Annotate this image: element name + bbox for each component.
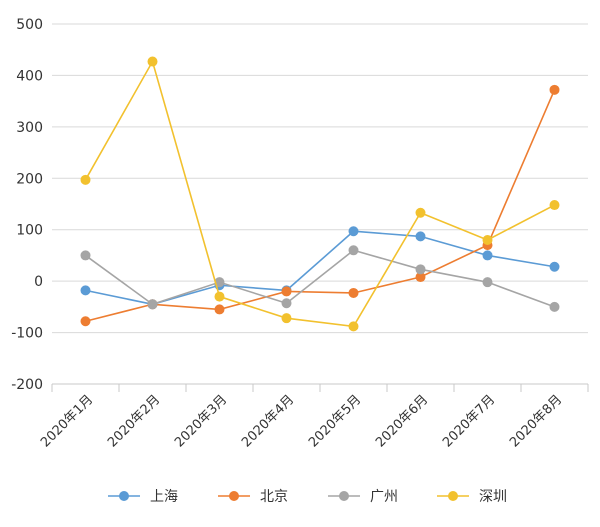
data-point — [482, 235, 493, 245]
data-point — [281, 313, 292, 324]
data-point — [214, 291, 225, 302]
gridlines — [52, 23, 588, 385]
data-point — [348, 245, 359, 256]
data-point — [80, 250, 91, 261]
y-tick-label: 0 — [34, 274, 43, 290]
data-point — [348, 321, 359, 332]
x-tick-label: 2020年2月 — [105, 392, 163, 450]
legend-marker — [119, 491, 129, 501]
y-tick-label: 200 — [16, 171, 43, 187]
legend-marker — [448, 491, 458, 501]
series-line — [85, 249, 555, 308]
data-point — [80, 316, 91, 327]
x-tick-label: 2020年5月 — [306, 392, 364, 450]
data-point — [549, 261, 560, 272]
series-line — [85, 89, 556, 323]
data-point — [348, 287, 359, 298]
data-point — [415, 264, 426, 275]
x-tick-label: 2020年6月 — [373, 392, 431, 450]
legend-marker — [339, 491, 349, 501]
data-point — [80, 174, 91, 185]
legend-label: 北京 — [260, 489, 288, 505]
legend-item: 广州 — [328, 489, 398, 505]
x-axis: 2020年1月 2020年2月 2020年3月 2020年4月 2020年5月 2020年… — [38, 384, 589, 450]
legend-item: 深圳 — [437, 489, 507, 505]
y-tick-label: -200 — [11, 377, 43, 393]
x-tick-label: 2020年8月 — [507, 392, 565, 450]
data-point — [214, 277, 225, 288]
legend: 上海 北京 广州 深圳 — [108, 489, 507, 505]
x-tick-label: 2020年1月 — [38, 392, 96, 450]
legend-item: 上海 — [108, 489, 178, 505]
data-point — [415, 207, 426, 218]
y-tick-label: 400 — [16, 68, 43, 84]
legend-label: 上海 — [150, 489, 178, 505]
y-tick-label: -100 — [11, 326, 43, 342]
data-point — [214, 304, 225, 315]
series-line — [84, 59, 555, 328]
data-point — [415, 231, 426, 242]
legend-label: 深圳 — [479, 489, 507, 505]
y-tick-label: 300 — [16, 120, 43, 136]
data-point — [415, 272, 426, 283]
data-point — [482, 250, 493, 261]
data-point — [549, 84, 560, 95]
data-point — [549, 301, 560, 312]
series-2 — [80, 84, 560, 327]
x-tick-label: 2020年4月 — [239, 392, 297, 450]
data-point — [281, 298, 292, 309]
x-tick-label: 2020年3月 — [172, 392, 230, 450]
series-4 — [80, 56, 560, 332]
legend-item: 北京 — [218, 489, 288, 505]
y-tick-label: 100 — [16, 223, 43, 239]
data-point — [80, 285, 91, 296]
data-point — [281, 286, 292, 297]
legend-marker — [229, 491, 239, 501]
data-point — [147, 56, 158, 67]
series-lines — [80, 56, 560, 332]
series-3 — [80, 245, 560, 312]
data-point — [147, 299, 158, 310]
data-point — [482, 277, 493, 288]
x-tick-label: 2020年7月 — [440, 392, 498, 450]
y-tick-label: 500 — [16, 17, 43, 33]
legend-label: 广州 — [370, 489, 398, 505]
y-axis-ticks: 500 400 300 200 100 0 -100 -200 — [11, 17, 43, 393]
data-point — [348, 226, 359, 237]
data-point — [549, 200, 560, 211]
